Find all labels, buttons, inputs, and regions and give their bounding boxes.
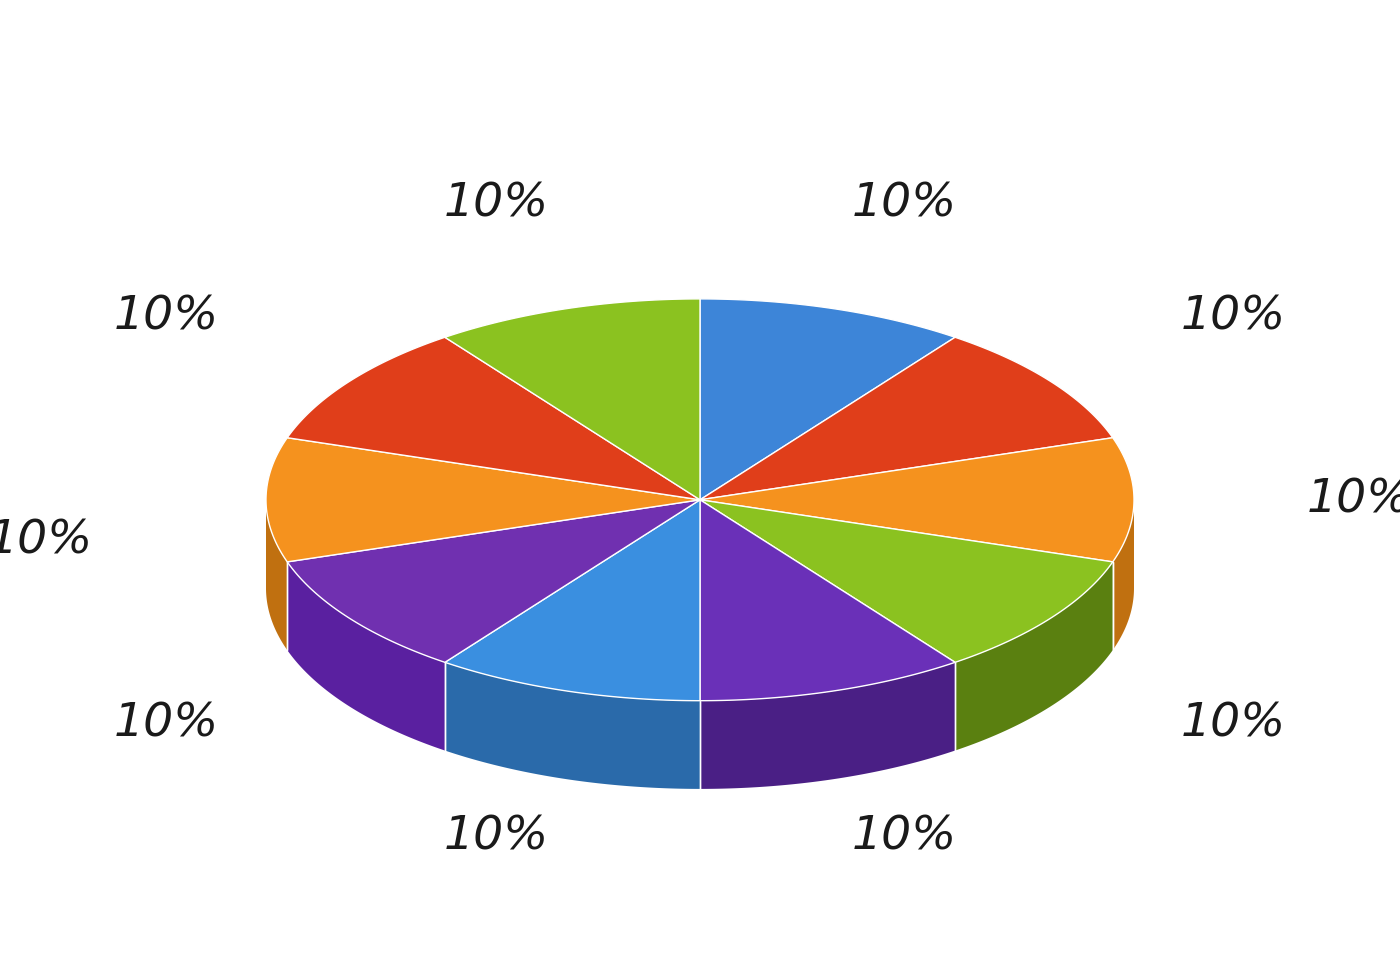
Text: 10%: 10% [113, 294, 218, 339]
Polygon shape [700, 500, 1113, 662]
Polygon shape [266, 438, 700, 562]
Text: 10%: 10% [1182, 294, 1287, 339]
Text: 10%: 10% [851, 814, 956, 859]
Polygon shape [445, 662, 700, 789]
Polygon shape [287, 500, 700, 662]
Polygon shape [700, 438, 1134, 562]
Polygon shape [1113, 501, 1134, 650]
Polygon shape [445, 500, 700, 701]
Polygon shape [700, 662, 955, 789]
Text: 10%: 10% [113, 702, 218, 747]
Polygon shape [287, 337, 700, 500]
Text: 10%: 10% [0, 518, 92, 564]
Text: 10%: 10% [851, 181, 956, 226]
Polygon shape [287, 562, 445, 751]
Polygon shape [955, 562, 1113, 751]
Polygon shape [445, 299, 700, 500]
Text: 10%: 10% [1308, 477, 1400, 522]
Polygon shape [700, 500, 955, 701]
Text: 10%: 10% [444, 181, 549, 226]
Polygon shape [700, 299, 955, 500]
Polygon shape [700, 337, 1113, 500]
Text: 10%: 10% [444, 814, 549, 859]
Polygon shape [266, 501, 287, 650]
Text: 10%: 10% [1182, 702, 1287, 747]
